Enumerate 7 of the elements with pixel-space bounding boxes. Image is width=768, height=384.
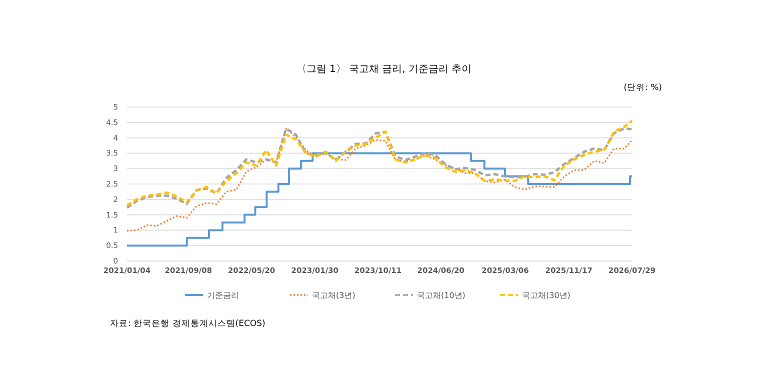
legend-label: 국고채(10년) [417, 291, 466, 300]
text: (단위: %) [624, 83, 662, 93]
legend-label: 기준금리 [207, 291, 239, 300]
chart-title: 〈그림 1〉 국고채 금리, 기준금리 추이 [296, 64, 472, 75]
legend-label: 국고채(30년) [522, 291, 570, 300]
text: 자료: 한국은행 경제통계시스템(ECOS) [110, 319, 266, 329]
legend-label: 국고채(3년) [312, 291, 356, 300]
